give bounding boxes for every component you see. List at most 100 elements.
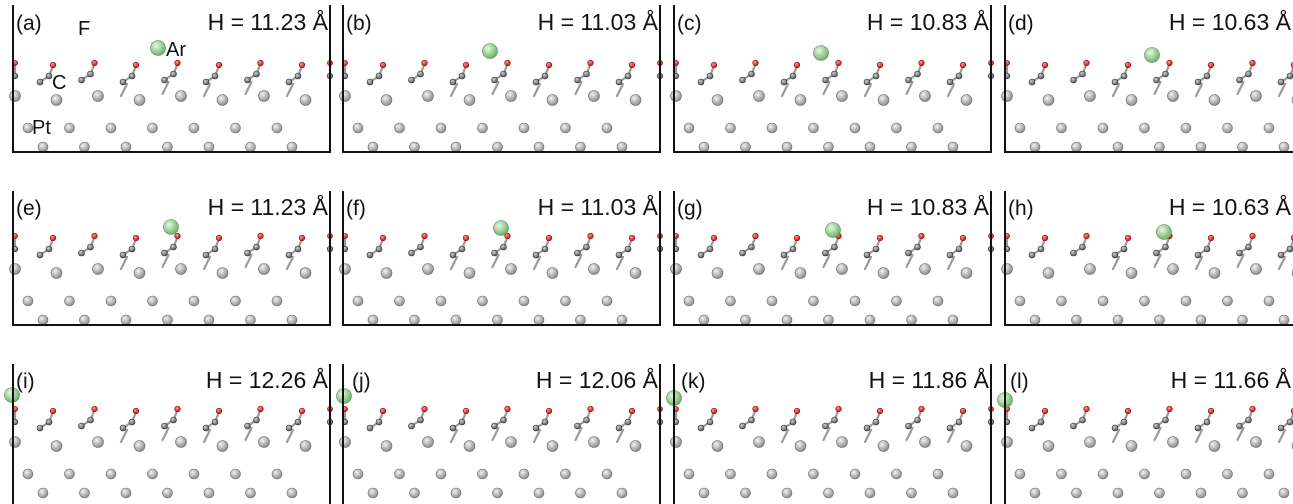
bond bbox=[1236, 253, 1245, 269]
platinum-atom bbox=[1154, 314, 1165, 326]
platinum-atom bbox=[960, 440, 973, 452]
cell-frame bbox=[673, 364, 992, 504]
bond bbox=[161, 426, 170, 442]
platinum-atom bbox=[725, 295, 736, 307]
carbon-atom bbox=[1286, 245, 1293, 253]
platinum-atom bbox=[1084, 263, 1096, 275]
platinum-atom bbox=[1250, 263, 1262, 275]
platinum-atom bbox=[463, 94, 476, 106]
panel-e: (e) H = 11.23 Å bbox=[9, 191, 334, 326]
platinum-atom bbox=[836, 90, 848, 102]
fluorine-atom bbox=[918, 405, 925, 413]
platinum-atom bbox=[64, 122, 75, 134]
platinum-atom bbox=[1071, 141, 1082, 153]
platinum-atom bbox=[394, 295, 405, 307]
fluorine-atom bbox=[132, 234, 140, 242]
platinum-atom bbox=[147, 295, 158, 307]
height-label: H = 11.86 Å bbox=[869, 366, 990, 393]
platinum-atom bbox=[147, 122, 158, 134]
carbon-atom bbox=[905, 76, 912, 84]
carbon-atom bbox=[624, 72, 632, 80]
height-label: H = 10.83 Å bbox=[867, 193, 990, 220]
platinum-atom bbox=[683, 295, 695, 307]
bond bbox=[1153, 253, 1162, 269]
platinum-atom bbox=[1278, 314, 1290, 326]
bond bbox=[491, 80, 500, 96]
bond bbox=[491, 253, 500, 269]
carbon-atom bbox=[697, 251, 705, 259]
platinum-atom bbox=[1195, 141, 1207, 153]
bond bbox=[822, 253, 831, 269]
bond bbox=[285, 255, 295, 271]
carbon-atom bbox=[822, 422, 829, 430]
cell-frame bbox=[12, 364, 331, 504]
platinum-atom bbox=[1139, 122, 1150, 134]
height-label: H = 11.23 Å bbox=[208, 8, 329, 35]
carbon-atom bbox=[914, 243, 921, 251]
bond bbox=[1236, 426, 1245, 442]
carbon-atom bbox=[78, 249, 85, 257]
height-label: H = 11.66 Å bbox=[1171, 366, 1292, 393]
fluorine-atom bbox=[918, 59, 925, 67]
carbon-atom bbox=[78, 76, 85, 84]
bond bbox=[1194, 428, 1204, 444]
platinum-atom bbox=[352, 295, 364, 307]
carbon-atom bbox=[1162, 243, 1169, 251]
platinum-atom bbox=[394, 468, 405, 480]
platinum-atom bbox=[1180, 122, 1192, 134]
carbon-atom bbox=[36, 78, 44, 86]
platinum-atom bbox=[546, 267, 559, 279]
carbon-atom bbox=[161, 249, 168, 257]
carbon-atom bbox=[78, 422, 85, 430]
fluorine-atom bbox=[1207, 234, 1215, 242]
fluorine-atom bbox=[876, 61, 884, 69]
fluorine-atom bbox=[91, 59, 98, 67]
carbon-atom bbox=[417, 243, 424, 251]
carbon-atom bbox=[697, 424, 705, 432]
platinum-atom bbox=[683, 468, 695, 480]
platinum-atom bbox=[37, 314, 49, 326]
carbon-atom bbox=[408, 249, 415, 257]
platinum-atom bbox=[794, 267, 807, 279]
fluorine-atom bbox=[379, 234, 387, 242]
platinum-atom bbox=[753, 436, 765, 448]
carbon-atom bbox=[458, 245, 466, 253]
fluorine-atom bbox=[710, 407, 718, 415]
panel-label: (l) bbox=[1010, 370, 1029, 393]
carbon-atom bbox=[1079, 416, 1086, 424]
carbon-atom bbox=[946, 424, 954, 432]
bond bbox=[780, 428, 790, 444]
platinum-label: Pt bbox=[32, 117, 51, 139]
panel-label: (e) bbox=[16, 197, 42, 220]
platinum-atom bbox=[1237, 314, 1248, 326]
carbon-atom bbox=[366, 251, 374, 259]
carbon-atom bbox=[253, 416, 260, 424]
fluorine-atom bbox=[545, 407, 553, 415]
height-label: H = 10.63 Å bbox=[1169, 8, 1292, 35]
carbon-atom bbox=[458, 72, 466, 80]
fluorine-atom bbox=[298, 407, 306, 415]
platinum-atom bbox=[947, 141, 959, 153]
platinum-atom bbox=[9, 263, 21, 275]
fluorine-atom bbox=[1249, 405, 1256, 413]
fluorine-atom bbox=[1083, 232, 1090, 240]
carbon-atom bbox=[1286, 418, 1293, 426]
platinum-atom bbox=[216, 267, 229, 279]
carbon-atom bbox=[1245, 70, 1252, 78]
platinum-atom bbox=[120, 314, 132, 326]
argon-sphere bbox=[825, 222, 841, 238]
platinum-atom bbox=[203, 141, 215, 153]
platinum-atom bbox=[271, 295, 283, 307]
fluorine-atom bbox=[752, 59, 759, 67]
slab-atoms bbox=[1001, 59, 1293, 153]
carbon-atom bbox=[574, 76, 581, 84]
platinum-atom bbox=[891, 468, 902, 480]
platinum-atom bbox=[1112, 487, 1124, 499]
bond bbox=[822, 80, 831, 96]
bond bbox=[532, 428, 542, 444]
platinum-atom bbox=[588, 436, 600, 448]
platinum-atom bbox=[864, 314, 876, 326]
fluorine-atom bbox=[132, 407, 140, 415]
carbon-atom bbox=[1028, 78, 1036, 86]
platinum-atom bbox=[120, 141, 132, 153]
